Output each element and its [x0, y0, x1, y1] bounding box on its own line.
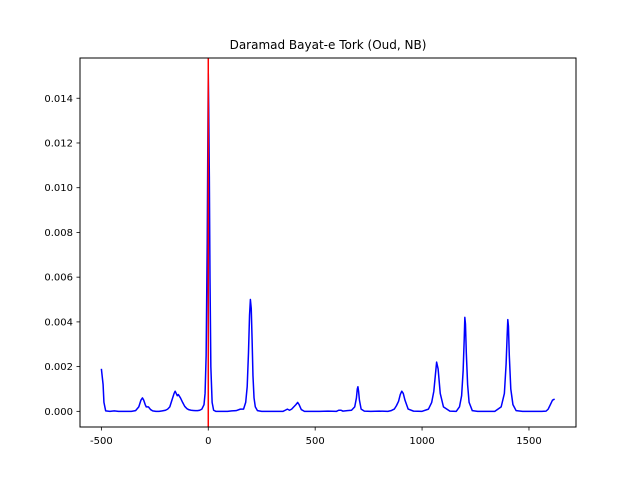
y-tick-label: 0.002 — [44, 362, 73, 373]
y-axis: 0.000 0.002 0.004 0.006 0.008 0.010 0.012 0.014 — [44, 94, 80, 418]
axes-frame — [79, 57, 577, 428]
series-line-0 — [100, 72, 555, 413]
y-tick-label: 0.008 — [44, 228, 73, 239]
chart-title: Daramad Bayat-e Tork (Oud, NB) — [230, 38, 427, 52]
y-tick-label: 0.010 — [44, 183, 73, 194]
x-tick-label: 500 — [306, 436, 325, 447]
x-tick-label: -500 — [90, 436, 113, 447]
y-tick-label: 0.004 — [44, 317, 73, 328]
x-tick-label: 1000 — [409, 436, 434, 447]
y-tick-label: 0.000 — [44, 407, 73, 418]
x-tick-label: 0 — [205, 436, 211, 447]
y-tick-label: 0.012 — [44, 138, 73, 149]
plot-area — [100, 58, 555, 427]
x-axis: -500 0 500 1000 1500 — [90, 427, 542, 447]
x-tick-label: 1500 — [516, 436, 541, 447]
y-tick-label: 0.014 — [44, 94, 73, 105]
y-tick-label: 0.006 — [44, 273, 73, 284]
